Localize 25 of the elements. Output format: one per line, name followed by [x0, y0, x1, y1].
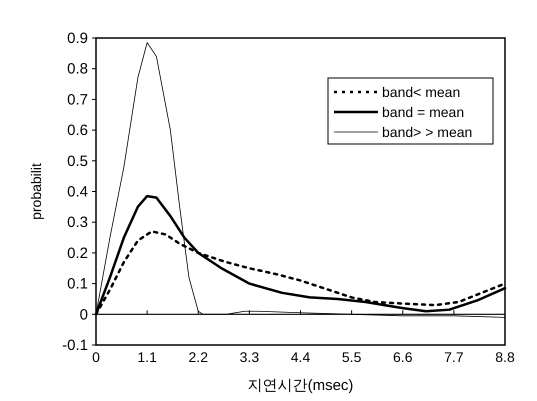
y-tick-label: 0 — [80, 306, 88, 324]
x-tick-label: 7.7 — [444, 349, 464, 365]
x-tick-label: 6.6 — [393, 349, 413, 365]
x-tick-label: 2.2 — [188, 349, 208, 365]
y-tick-label: 0.5 — [67, 152, 88, 170]
x-tick-label: 8.8 — [495, 349, 515, 365]
y-tick-label: 0.7 — [67, 91, 88, 108]
legend-label: band = mean — [382, 104, 464, 120]
x-tick-label: 3.3 — [240, 349, 260, 365]
x-tick-label: 5.5 — [342, 349, 362, 365]
y-tick-label: 0.6 — [67, 122, 88, 140]
y-tick-label: 0.8 — [67, 60, 88, 78]
x-tick-label: 4.4 — [290, 349, 310, 365]
x-axis-title: 지연시간(msec) — [248, 377, 354, 394]
y-tick-label: 0.1 — [67, 276, 88, 293]
y-tick-label: 0.4 — [67, 184, 88, 200]
y-tick-label: 0.2 — [67, 244, 88, 262]
y-tick-label: 0.3 — [67, 214, 88, 232]
x-tick-label: 1.1 — [137, 349, 158, 365]
legend-label: band> > mean — [382, 124, 472, 140]
x-tick-label: 0 — [92, 349, 100, 365]
y-axis-title: probabilit — [28, 162, 44, 220]
y-tick-label: 0.9 — [67, 30, 88, 47]
y-tick-label: -0.1 — [62, 337, 88, 354]
legend-label: band< mean — [382, 84, 460, 100]
